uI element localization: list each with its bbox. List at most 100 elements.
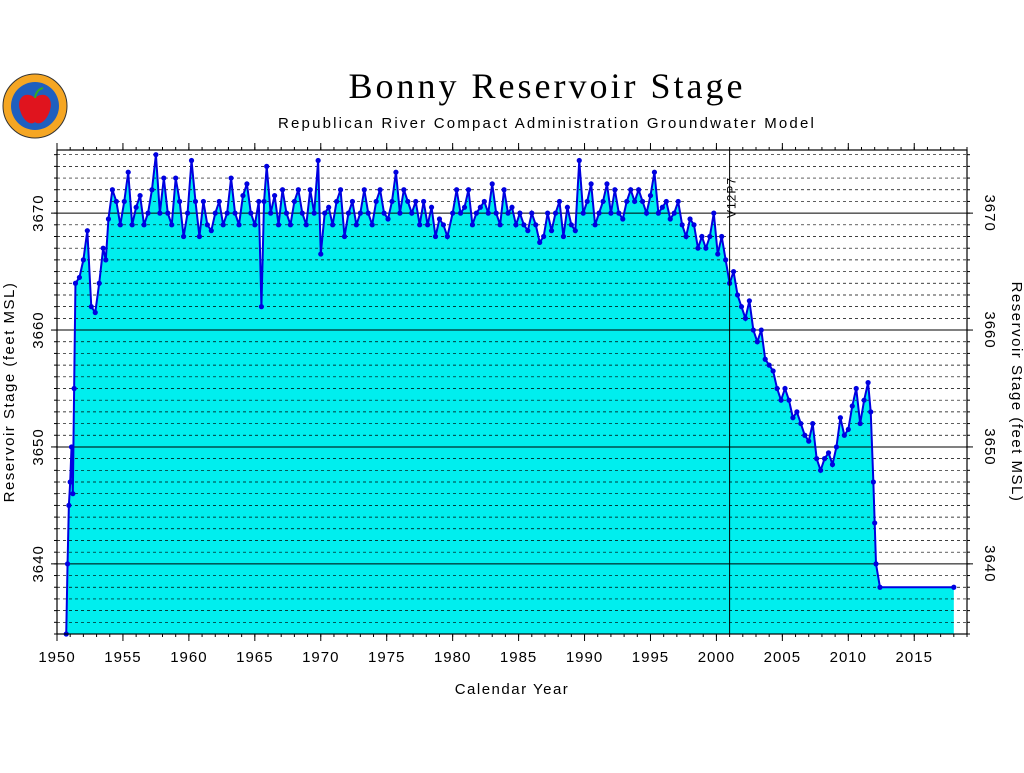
data-point: [322, 210, 328, 216]
data-point: [639, 198, 646, 205]
data-point: [184, 210, 191, 216]
data-point: [103, 257, 109, 263]
data-point: [497, 222, 503, 228]
y-tick-label: 3640: [30, 545, 47, 582]
data-point: [389, 198, 395, 205]
data-point: [687, 216, 693, 222]
data-point: [341, 233, 348, 240]
data-point: [228, 175, 234, 181]
data-point: [224, 210, 230, 216]
x-tick-label: 1995: [632, 649, 669, 666]
data-point: [70, 491, 76, 497]
data-point: [766, 362, 772, 368]
data-point: [691, 222, 697, 228]
data-point: [754, 339, 760, 345]
data-point: [157, 210, 163, 216]
x-tick-label: 1985: [500, 649, 537, 666]
x-tick-label: 2005: [764, 649, 801, 666]
data-point: [137, 192, 143, 199]
data-point: [845, 426, 851, 433]
data-point: [440, 222, 447, 228]
data-point: [841, 432, 847, 438]
data-point: [746, 298, 752, 304]
data-point: [71, 385, 77, 392]
data-point: [802, 432, 808, 438]
data-point: [825, 450, 832, 456]
data-point: [604, 181, 610, 187]
data-point: [600, 198, 606, 205]
data-point: [279, 187, 286, 193]
data-point: [315, 157, 321, 164]
data-point: [580, 210, 586, 216]
data-point: [88, 304, 94, 310]
x-tick-label: 1970: [302, 649, 339, 666]
data-point: [337, 187, 344, 193]
data-point: [695, 245, 701, 251]
y-tick-label: 3660: [30, 311, 47, 348]
data-point: [568, 222, 574, 228]
data-point: [493, 210, 499, 216]
y-tick-label: 3670: [30, 194, 47, 231]
data-point: [173, 175, 179, 181]
data-point: [711, 210, 717, 216]
logo: [2, 73, 68, 139]
data-point: [671, 210, 677, 216]
data-point: [248, 210, 254, 216]
data-point: [275, 222, 282, 228]
data-point: [675, 198, 681, 205]
data-point: [232, 210, 238, 216]
data-point: [307, 187, 313, 193]
data-point: [204, 222, 210, 228]
data-point: [560, 233, 567, 240]
data-point: [240, 192, 246, 199]
data-point: [385, 216, 391, 222]
data-point: [244, 181, 250, 187]
data-point: [790, 415, 796, 421]
data-point: [533, 222, 539, 228]
data-point: [436, 216, 443, 222]
data-point: [454, 187, 460, 193]
data-point: [291, 198, 297, 205]
data-point: [401, 187, 407, 193]
data-point: [703, 245, 709, 251]
data-point: [409, 210, 415, 216]
data-point: [68, 444, 75, 450]
x-tick-label: 2000: [698, 649, 735, 666]
data-point: [833, 444, 840, 450]
data-point: [413, 198, 419, 205]
data-point: [489, 181, 495, 187]
data-point: [165, 210, 171, 216]
data-point: [181, 233, 187, 240]
data-point: [798, 420, 804, 427]
data-point: [806, 438, 812, 444]
data-point: [537, 239, 543, 245]
data-point: [421, 198, 427, 205]
data-point: [556, 198, 563, 205]
data-point: [161, 175, 167, 181]
data-point: [212, 210, 218, 216]
data-point: [424, 222, 431, 228]
data-point: [774, 385, 780, 392]
data-point: [432, 233, 439, 240]
data-point: [428, 204, 435, 210]
data-point: [794, 409, 800, 415]
data-point: [663, 198, 669, 205]
data-point: [311, 210, 317, 216]
y-tick-label: 3650: [30, 428, 47, 465]
data-point: [548, 228, 555, 234]
x-tick-label: 1990: [566, 649, 603, 666]
chart-subtitle: Republican River Compact Administration …: [278, 115, 816, 132]
data-point: [683, 233, 689, 240]
data-point: [188, 157, 195, 164]
data-point: [92, 309, 98, 316]
data-point: [758, 327, 764, 333]
data-point: [505, 210, 511, 216]
data-point: [576, 157, 582, 164]
data-point: [121, 198, 127, 205]
data-point: [84, 228, 90, 234]
data-point: [330, 222, 336, 228]
data-point: [782, 385, 788, 392]
plot-area: V12P7 3640 3650 3660 3670 3640 3650 3660 3670 195…: [30, 143, 998, 666]
data-point: [786, 397, 792, 403]
data-point: [715, 251, 721, 257]
